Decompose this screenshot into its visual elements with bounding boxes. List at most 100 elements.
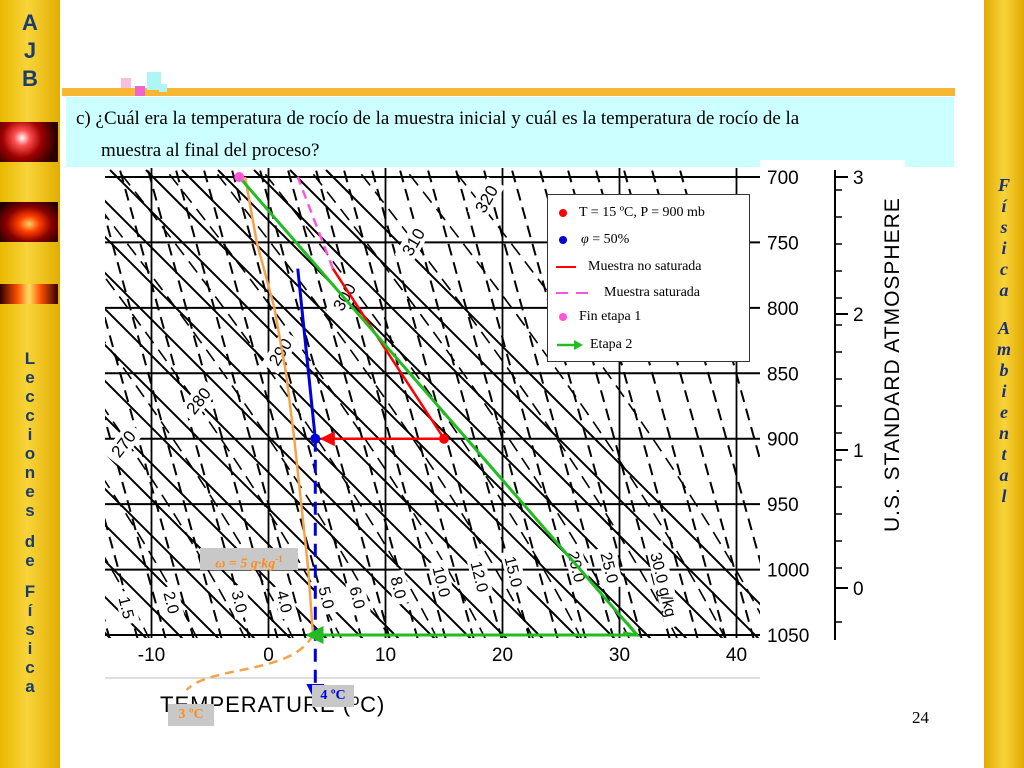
right-axis-bg	[760, 160, 905, 650]
mixing-ratio-line	[105, 415, 167, 638]
right-sidebar	[984, 0, 1024, 768]
sidebar-letter: b	[999, 360, 1009, 380]
sidebar-letter: B	[22, 66, 38, 91]
moist-adiabat	[261, 169, 582, 638]
sidebar-letter: e	[1000, 402, 1008, 422]
sidebar-letter: c	[25, 406, 35, 425]
sidebar-letter: m	[996, 339, 1011, 359]
label-backdrop	[345, 579, 371, 616]
dry-adiabat	[0, 170, 76, 640]
question-line-2: muestra al final del proceso?	[101, 140, 320, 161]
stage2-line	[238, 176, 639, 636]
pressure-tick-label: 700	[767, 168, 799, 189]
magenta-dot-icon	[559, 313, 567, 321]
red-line-icon	[556, 266, 576, 268]
moist-adiabat	[0, 170, 102, 640]
unsaturated-line	[331, 267, 446, 440]
process-point	[310, 433, 321, 444]
mixing-ratio-line	[231, 169, 363, 638]
label-backdrop	[272, 583, 298, 620]
sidebar-letter: i	[27, 425, 33, 444]
mixing-label-group: 6.0	[345, 579, 371, 616]
moist-adiabat	[405, 169, 726, 638]
thumbnail-spectrum	[0, 284, 58, 304]
legend-label: Fin etapa 1	[579, 309, 642, 324]
moist-adiabat	[453, 169, 760, 615]
stage2-arrowhead	[622, 622, 641, 638]
mixing-ratio-line	[315, 169, 447, 638]
deco-square	[147, 72, 161, 90]
dry-adiabat	[105, 523, 220, 638]
mixing-ratio-line	[343, 169, 475, 638]
mixing-ratio-line	[259, 169, 391, 638]
legend-item-initial-state: T = 15 ºC, P = 900 mb	[548, 203, 748, 223]
sidebar-letter: A	[22, 10, 38, 35]
sidebar-letter: a	[999, 465, 1009, 485]
sidebar-letter: a	[25, 677, 35, 696]
height-tick-label: 1	[853, 441, 864, 462]
dry-adiabat	[105, 199, 544, 638]
x-tick-label: 30	[609, 645, 630, 666]
dewpoint-line	[296, 268, 317, 439]
deco-square	[135, 86, 145, 96]
mixing-label-group: 4.0	[272, 583, 298, 620]
mixing-ratio-label: 5.0	[315, 585, 337, 611]
moist-adiabat	[0, 170, 54, 640]
height-tick-label: 3	[853, 168, 864, 189]
legend: T = 15 ºC, P = 900 mb φ = 50% Muestra no…	[547, 194, 750, 362]
page-number: 24	[912, 708, 929, 727]
dry-adiabat	[253, 169, 724, 638]
x-tick-label: 0	[263, 645, 274, 666]
label-backdrop	[428, 558, 456, 605]
legend-label: Muestra saturada	[604, 285, 701, 300]
label-backdrop	[500, 548, 528, 595]
sidebar-letter: L	[24, 349, 36, 368]
label-backdrop	[596, 544, 624, 591]
sidebar-letter: e	[25, 368, 35, 387]
red-dot-icon	[559, 209, 567, 217]
sidebar-letter: J	[23, 38, 37, 63]
sidebar-letter: s	[25, 501, 35, 520]
label-backdrop	[644, 540, 684, 629]
label-backdrop	[386, 569, 412, 606]
right-axis-title: U.S. STANDARD ATMOSPHERE	[881, 197, 904, 532]
mixing-label-group: 5.0	[314, 579, 340, 616]
mixing-ratio-label: ω = 5 g·kg-1	[200, 548, 298, 572]
mixing-ratio-line	[511, 169, 643, 638]
saturated-line	[296, 176, 335, 270]
deco-square	[121, 78, 131, 88]
bottom-axis-bg	[105, 638, 765, 678]
dry-adiabat	[109, 169, 580, 638]
deco-square	[159, 84, 167, 92]
label-backdrop	[178, 378, 219, 423]
dry-adiabat	[105, 487, 256, 638]
mixing-ratio-line	[287, 169, 419, 638]
green-arrow-icon	[557, 340, 583, 350]
mixing-label-group: 2.0	[159, 584, 185, 621]
sidebar-letter: s	[25, 620, 35, 639]
sidebar-letter: e	[25, 551, 35, 570]
dry-adiabat	[289, 169, 760, 638]
x-tick-label: 20	[492, 645, 513, 666]
label-backdrop	[227, 583, 253, 620]
blue-dot-icon	[559, 236, 567, 244]
sidebar-letter: e	[25, 482, 35, 501]
moist-adiabat	[117, 169, 438, 638]
pressure-tick-label: 800	[767, 299, 799, 320]
moist-adiabat	[213, 169, 534, 638]
dry-adiabat	[105, 235, 508, 638]
mixing-ratio-label: 3.0	[228, 589, 250, 615]
mixing-ratio-line	[105, 516, 139, 638]
legend-label: Etapa 2	[590, 337, 633, 352]
dry-adiabat	[0, 170, 4, 640]
mixing-label-group: 3.0	[227, 583, 253, 620]
sidebar-letter: s	[1000, 217, 1008, 237]
mixing-ratio-line	[455, 169, 587, 638]
x-tick-label: -10	[138, 645, 165, 666]
mixing-ratio-label: 1.5	[115, 595, 137, 621]
legend-item-humidity: φ = 50%	[548, 230, 748, 250]
